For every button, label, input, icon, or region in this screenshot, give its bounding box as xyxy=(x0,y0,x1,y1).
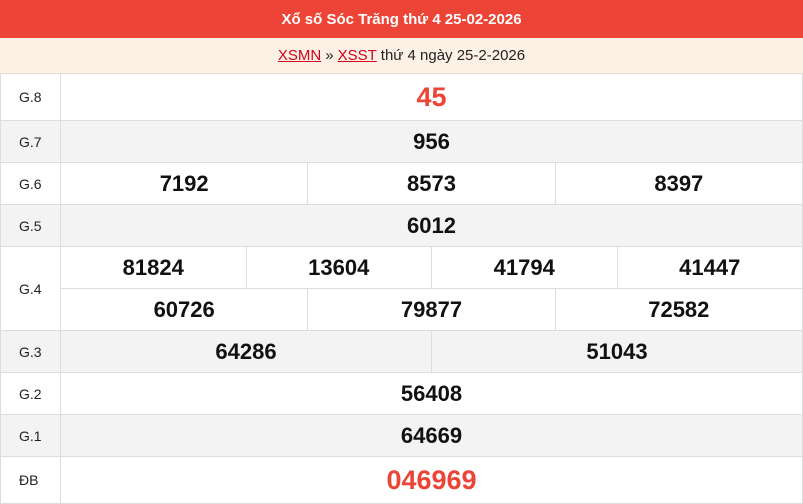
prize-line: 56408 xyxy=(61,373,802,414)
prize-values: 64669 xyxy=(61,415,802,456)
prize-number: 64286 xyxy=(215,338,277,364)
prize-values: 56408 xyxy=(61,373,802,414)
breadcrumb-link-xsst[interactable]: XSST xyxy=(337,47,377,64)
prize-row-db: ĐB 046969 xyxy=(0,457,803,504)
prize-values: 64286 51043 xyxy=(61,331,802,372)
prize-line: 64669 xyxy=(61,415,802,456)
prize-row-g6: G.6 7192 8573 8397 xyxy=(0,163,803,205)
breadcrumb-separator: » xyxy=(325,47,334,64)
prize-line: 81824 13604 41794 41447 xyxy=(61,247,802,288)
prize-number: 56408 xyxy=(400,380,463,406)
prize-number: 41794 xyxy=(431,247,617,288)
prize-number: 13604 xyxy=(245,247,432,288)
page-title: Xổ số Sóc Trăng thứ 4 25-02-2026 xyxy=(0,0,803,38)
prize-line: 6012 xyxy=(61,205,802,246)
prize-label: G.1 xyxy=(0,415,61,456)
prize-number: 6012 xyxy=(407,212,456,238)
prize-line: 60726 79877 72582 xyxy=(61,288,802,330)
prize-number: 45 xyxy=(416,81,447,112)
prize-values: 6012 xyxy=(61,205,802,246)
prize-values: 046969 xyxy=(61,457,802,503)
prize-line: 046969 xyxy=(61,457,802,503)
prize-values: 81824 13604 41794 41447 60726 79877 72582 xyxy=(61,247,802,330)
prize-line: 45 xyxy=(61,74,802,120)
prize-row-g5: G.5 6012 xyxy=(0,205,803,247)
prize-number: 64669 xyxy=(400,422,463,448)
prize-values: 7192 8573 8397 xyxy=(61,163,802,204)
breadcrumb: XSMN » XSST thứ 4 ngày 25-2-2026 xyxy=(0,38,803,74)
prize-values: 956 xyxy=(61,121,802,162)
prize-row-g1: G.1 64669 xyxy=(0,415,803,457)
prize-number: 046969 xyxy=(386,464,477,495)
prize-line: 956 xyxy=(61,121,802,162)
prize-number: 8573 xyxy=(307,163,554,204)
prize-row-g7: G.7 956 xyxy=(0,121,803,163)
prize-number: 41447 xyxy=(616,247,803,288)
prize-label: G.2 xyxy=(0,373,61,414)
prize-label: G.4 xyxy=(0,247,61,330)
prize-label: G.3 xyxy=(0,331,61,372)
prize-number: 81824 xyxy=(122,254,184,280)
results-table: G.8 45 G.7 956 G.6 7192 8573 8397 G.5 6012 G.4 8182… xyxy=(0,74,803,504)
prize-number: 956 xyxy=(413,128,450,154)
prize-row-g3: G.3 64286 51043 xyxy=(0,331,803,373)
prize-values: 45 xyxy=(61,74,802,120)
prize-label: G.7 xyxy=(0,121,61,162)
prize-line: 64286 51043 xyxy=(61,331,802,372)
prize-label: G.6 xyxy=(0,163,61,204)
prize-label: G.5 xyxy=(0,205,61,246)
prize-number: 51043 xyxy=(431,331,802,372)
breadcrumb-date: thứ 4 ngày 25-2-2026 xyxy=(380,47,526,64)
prize-label: G.8 xyxy=(0,74,61,120)
prize-row-g2: G.2 56408 xyxy=(0,373,803,415)
prize-number: 79877 xyxy=(307,289,554,330)
prize-number: 60726 xyxy=(153,296,215,322)
prize-row-g4: G.4 81824 13604 41794 41447 60726 79877 72582 xyxy=(0,247,803,331)
prize-row-g8: G.8 45 xyxy=(0,74,803,121)
prize-line: 7192 8573 8397 xyxy=(61,163,802,204)
breadcrumb-link-xsmn[interactable]: XSMN xyxy=(277,47,322,64)
prize-label: ĐB xyxy=(0,457,61,503)
prize-number: 8397 xyxy=(554,163,802,204)
prize-number: 7192 xyxy=(159,170,209,196)
prize-number: 72582 xyxy=(554,289,802,330)
